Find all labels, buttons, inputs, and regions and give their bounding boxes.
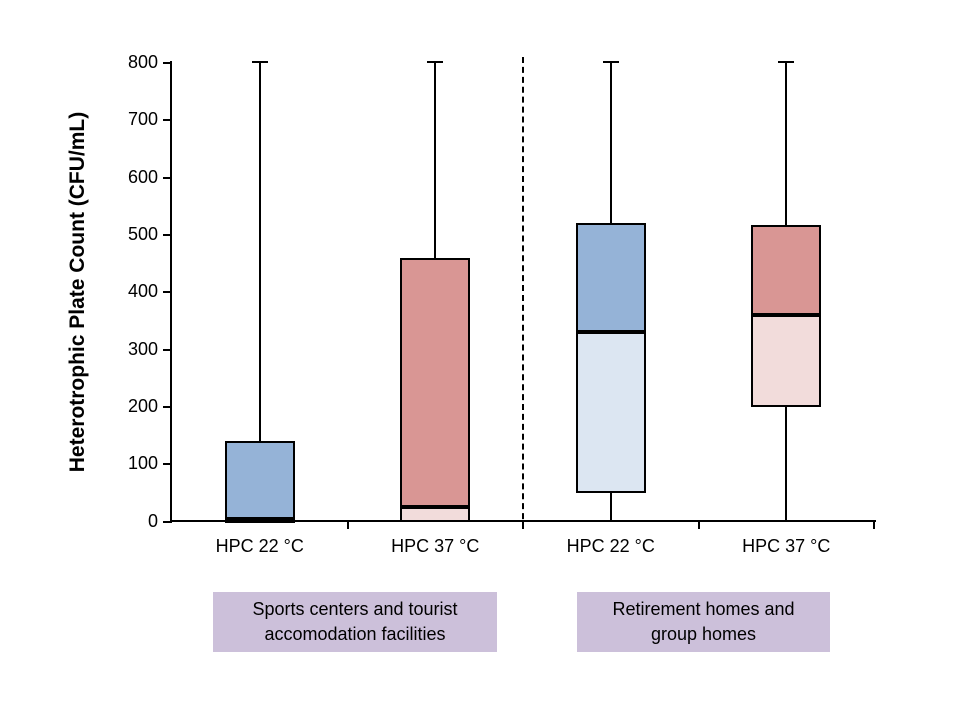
y-tick xyxy=(163,176,172,179)
y-tick-label: 800 xyxy=(127,52,158,72)
x-tick xyxy=(697,522,700,529)
group-label-retirement: Retirement homes and group homes xyxy=(577,592,830,652)
box-upper-segment xyxy=(751,224,822,316)
whisker-lower xyxy=(609,492,612,522)
x-axis-line xyxy=(170,520,876,522)
y-tick-label: 700 xyxy=(127,109,158,130)
group-label-sports: Sports centers and tourist accomodation … xyxy=(213,592,497,652)
x-tick xyxy=(873,522,875,529)
x-tick-label: HPC 37 °C xyxy=(391,536,480,556)
whisker-cap xyxy=(778,61,795,63)
y-tick xyxy=(163,463,172,466)
y-tick xyxy=(163,233,172,236)
whisker-cap xyxy=(427,61,444,63)
x-tick xyxy=(522,522,524,529)
whisker-upper xyxy=(434,63,437,258)
group-label-line: Retirement homes and xyxy=(612,599,795,619)
y-tick-label: 300 xyxy=(127,338,158,359)
x-tick-label: HPC 37 °C xyxy=(742,536,831,556)
y-tick xyxy=(163,405,172,408)
whisker-upper xyxy=(258,63,261,442)
y-tick-label: 200 xyxy=(127,395,158,416)
y-tick xyxy=(163,291,172,294)
y-tick xyxy=(163,348,172,351)
y-tick-label: 600 xyxy=(127,166,158,187)
x-tick-label: HPC 22 °C xyxy=(215,536,304,556)
whisker-cap xyxy=(251,61,268,63)
box-upper-segment xyxy=(224,441,295,519)
box-lower-segment xyxy=(751,315,822,407)
y-tick-label: 500 xyxy=(127,223,158,244)
box-lower-segment xyxy=(575,332,646,493)
group-label-line: group homes xyxy=(650,624,757,644)
y-tick xyxy=(163,62,172,64)
whisker-upper xyxy=(785,63,788,225)
box-upper-segment xyxy=(400,257,471,508)
y-tick xyxy=(163,520,172,523)
whisker-upper xyxy=(609,63,612,224)
y-tick-label: 100 xyxy=(127,453,158,474)
y-axis-line xyxy=(170,61,172,523)
y-tick-label: 0 xyxy=(147,510,158,531)
group-label-line: Sports centers and tourist xyxy=(252,599,458,619)
y-tick-label: 400 xyxy=(127,281,158,302)
whisker-cap xyxy=(602,61,619,63)
whisker-lower xyxy=(785,406,788,522)
x-tick xyxy=(346,522,349,529)
y-tick xyxy=(163,119,172,122)
box-upper-segment xyxy=(575,223,646,333)
group-label-line: accomodation facilities xyxy=(264,624,446,644)
x-tick-label: HPC 22 °C xyxy=(566,536,655,556)
y-axis-title: Heterotrophic Plate Count (CFU/mL) xyxy=(66,111,89,473)
group-separator-dashed-line xyxy=(522,57,524,529)
